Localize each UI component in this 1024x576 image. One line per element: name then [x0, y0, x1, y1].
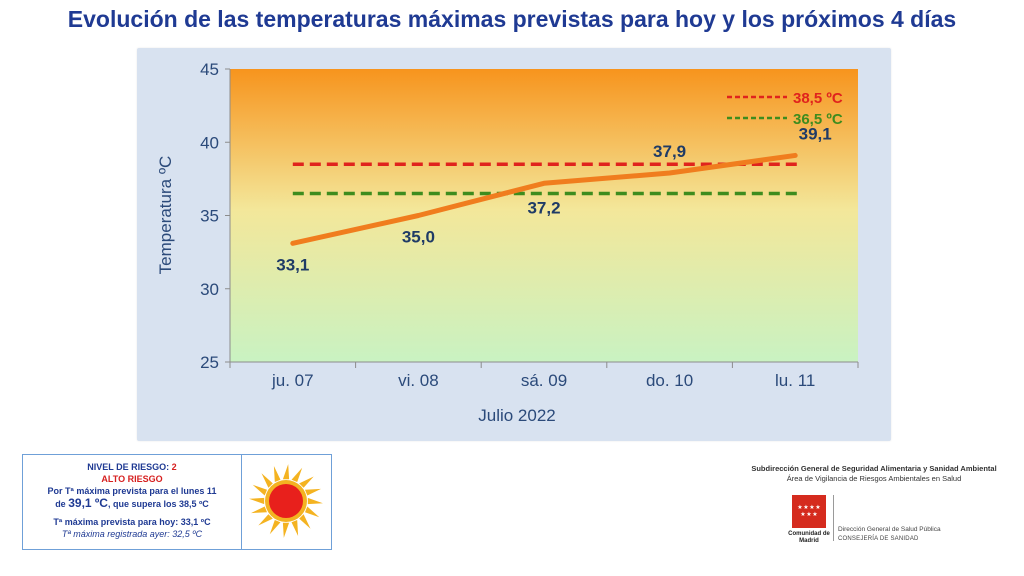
page-title: Evolución de las temperaturas máximas pr…: [67, 6, 957, 32]
sun-ray: [252, 484, 267, 496]
data-label: 37,2: [527, 198, 560, 217]
svg-text:★: ★: [809, 504, 814, 511]
x-tick-label: sá. 09: [521, 371, 567, 390]
sun-ray: [282, 522, 290, 538]
sun-ray: [249, 497, 265, 505]
x-tick-label: do. 10: [646, 371, 693, 390]
sun-icon: [249, 464, 323, 538]
chart-frame: 25 30 35 40 45 ju. 07 vi. 08 sá. 09 do. 10 lu. 11…: [137, 48, 891, 441]
institution-panel: Subdirección General de Seguridad Alimen…: [740, 458, 1008, 568]
data-label: 33,1: [276, 255, 309, 274]
svg-text:★: ★: [812, 511, 817, 518]
risk-category: ALTO RIESGO: [101, 474, 163, 484]
risk-reason-line2: de 39,1 ºC, que supera los 38,5 ºC: [23, 497, 241, 510]
risk-level-label: NIVEL DE RIESGO:: [87, 462, 170, 472]
sun-ray: [291, 520, 299, 536]
institution-area: Área de Vigilancia de Riesgos Ambientale…: [786, 474, 962, 483]
data-label: 39,1: [799, 124, 832, 143]
svg-text:★: ★: [815, 504, 820, 511]
svg-text:★: ★: [800, 511, 805, 518]
logo-name: Comunidad de Madrid: [788, 531, 830, 544]
sun-ray: [261, 473, 273, 488]
risk-reason-line1: Por Tª máxima prevista para el lunes 11: [47, 486, 217, 496]
sun-ray: [299, 514, 311, 529]
x-tick-label: ju. 07: [271, 371, 314, 390]
series-line: [290, 152, 798, 246]
sun-ray: [305, 506, 320, 518]
sun-ray: [258, 514, 273, 526]
yesterday-max-temp: Tª máxima registrada ayer: 32,5 ºC: [61, 529, 203, 539]
y-tick-label: 45: [200, 60, 219, 79]
risk-level-line: NIVEL DE RIESGO: 2: [23, 461, 241, 473]
direction-name: Dirección General de Salud Pública: [838, 526, 941, 533]
risk-forecast-value: 39,1 ºC: [68, 496, 108, 510]
x-axis-label: Julio 2022: [478, 406, 556, 425]
y-axis-label: Temperatura ºC: [156, 156, 175, 275]
svg-text:★: ★: [797, 504, 802, 511]
divider: [833, 495, 834, 541]
risk-sun-panel: [242, 455, 330, 549]
consejeria-name: CONSEJERÍA DE SANIDAD: [838, 536, 919, 542]
sun-ray: [273, 466, 281, 482]
svg-text:★: ★: [806, 511, 811, 518]
sun-ray: [282, 464, 290, 480]
x-tick-label: vi. 08: [398, 371, 439, 390]
institution-subdirection: Subdirección General de Seguridad Alimen…: [751, 464, 997, 473]
sun-ray: [291, 467, 303, 482]
comunidad-madrid-logo: ★ ★ ★ ★ ★ ★ ★: [792, 495, 826, 528]
risk-text-panel: NIVEL DE RIESGO: 2 ALTO RIESGO Por Tª má…: [23, 455, 242, 549]
sun-ray: [251, 506, 267, 514]
y-tick-label: 30: [200, 280, 219, 299]
legend-label: 36,5 ºC: [793, 111, 843, 128]
legend-label: 38,5 ºC: [793, 90, 843, 107]
y-tick-label: 35: [200, 207, 219, 226]
sun-ray: [299, 476, 314, 488]
today-max-temp: Tª máxima prevista para hoy: 33,1 ºC: [53, 517, 211, 527]
sun-ray: [305, 488, 321, 496]
y-tick-label: 40: [200, 133, 219, 152]
temperature-chart: 25 30 35 40 45 ju. 07 vi. 08 sá. 09 do. 10 lu. 11…: [156, 60, 859, 425]
data-label: 35,0: [402, 228, 435, 247]
x-tick-label: lu. 11: [775, 371, 815, 390]
risk-level-value: 2: [171, 462, 177, 472]
sun-ray: [269, 520, 281, 535]
risk-reason-post: , que supera los 38,5 ºC: [107, 499, 209, 509]
y-tick-label: 25: [200, 353, 219, 372]
svg-text:★: ★: [803, 504, 808, 511]
data-label: 37,9: [653, 142, 686, 161]
risk-panel: NIVEL DE RIESGO: 2 ALTO RIESGO Por Tª má…: [22, 454, 332, 550]
sun-ray: [307, 497, 323, 505]
risk-reason-pre: de: [55, 499, 66, 509]
